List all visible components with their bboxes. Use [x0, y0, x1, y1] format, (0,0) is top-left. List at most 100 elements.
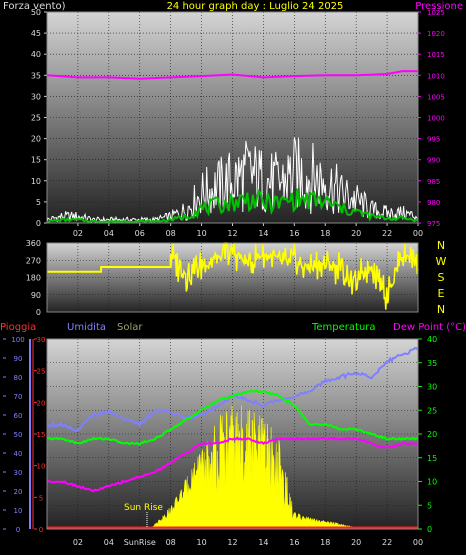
- temperature-tick-label: 25: [427, 406, 437, 415]
- direction-tick-label: 360: [26, 239, 41, 248]
- label-pioggia: Pioggia: [0, 322, 36, 333]
- temperature-line: [46, 389, 419, 446]
- x-tick-label: 00: [413, 229, 423, 238]
- temperature-tick-label: 15: [427, 454, 437, 463]
- rain-tick-label: 25: [37, 368, 46, 376]
- title-wind: Forza vento): [3, 1, 66, 12]
- temperature-tick-label: 20: [427, 430, 437, 439]
- x-tick-label: 12: [227, 538, 237, 547]
- rain-tick-label: 0: [39, 526, 43, 534]
- x-tick-label: 12: [227, 229, 237, 238]
- x-tick-label: 16: [289, 538, 299, 547]
- compass-w: W: [436, 255, 447, 268]
- x-tick-label: 22: [382, 538, 392, 547]
- y-left-tick-label: 10: [31, 177, 41, 186]
- sunrise-label: Sun Rise: [124, 503, 163, 513]
- temperature-tick-label: 10: [427, 478, 437, 487]
- rain-tick-label: 10: [37, 463, 46, 471]
- compass-n-top: N: [437, 239, 445, 252]
- rain-tick-label: 30: [37, 336, 46, 344]
- x-tick-label: 16: [289, 229, 299, 238]
- compass-s: S: [438, 271, 445, 284]
- y-right-tick-label: 1020: [427, 30, 445, 38]
- y-right-tick-label: 1010: [427, 72, 445, 80]
- humidity-tick-label: 20: [14, 488, 23, 496]
- y-left-tick-label: 50: [31, 8, 41, 17]
- y-left-tick-label: 35: [31, 71, 41, 80]
- plot-frame: [46, 338, 419, 530]
- temperature-tick-label: 30: [427, 383, 437, 392]
- y-right-tick-label: 975: [427, 220, 440, 228]
- label-solar: Solar: [117, 322, 143, 333]
- x-tick-label: 22: [382, 229, 392, 238]
- temperature-tick-label: 35: [427, 359, 437, 368]
- humidity-tick-label: 60: [14, 412, 23, 420]
- title-date: 24 hour graph day : Luglio 24 2025: [167, 1, 344, 12]
- y-right-tick-label: 1005: [427, 93, 445, 101]
- x-tick-label: 08: [166, 229, 176, 238]
- direction-tick-label: 270: [26, 256, 41, 265]
- wind-average-line: [46, 188, 419, 224]
- x-tick-label: 20: [351, 538, 361, 547]
- temperature-tick-label: 0: [427, 525, 432, 534]
- y-right-tick-label: 1025: [427, 9, 445, 17]
- x-tick-label: 20: [351, 229, 361, 238]
- y-right-tick-label: 1015: [427, 51, 445, 59]
- y-left-tick-label: 5: [36, 198, 41, 207]
- y-right-tick-label: 1000: [427, 115, 445, 123]
- compass-e: E: [438, 287, 445, 300]
- x-tick-label: 04: [104, 538, 114, 547]
- x-tick-label: 06: [135, 229, 145, 238]
- y-left-tick-label: 20: [31, 135, 41, 144]
- label-umidita: Umidita: [67, 322, 106, 333]
- rain-tick-label: 15: [37, 431, 46, 439]
- x-tick-label: 02: [73, 538, 83, 547]
- dewpoint-line: [46, 436, 419, 493]
- temperature-tick-label: 5: [427, 501, 432, 510]
- humidity-tick-label: 70: [14, 393, 23, 401]
- plot-frame: [46, 11, 419, 224]
- plot-frame: [46, 242, 419, 313]
- humidity-tick-label: 100: [11, 336, 24, 344]
- humidity-tick-label: 90: [14, 355, 23, 363]
- humidity-tick-label: 40: [14, 450, 23, 458]
- humidity-tick-label: 50: [14, 431, 23, 439]
- x-tick-label: 14: [258, 538, 268, 547]
- pressure-line: [46, 70, 418, 80]
- label-temperatura: Temperatura: [311, 322, 376, 333]
- x-tick-label: 18: [320, 538, 330, 547]
- title-pressure: Pressione: [415, 1, 463, 12]
- rain-tick-label: 20: [37, 399, 46, 407]
- humidity-line: [46, 346, 419, 432]
- direction-tick-label: 0: [36, 308, 41, 317]
- y-left-tick-label: 25: [31, 114, 41, 123]
- compass-n-bottom: N: [437, 303, 445, 316]
- y-right-tick-label: 985: [427, 178, 440, 186]
- y-right-tick-label: 995: [427, 136, 440, 144]
- humidity-tick-label: 80: [14, 374, 23, 382]
- x-tick-label: 18: [320, 229, 330, 238]
- x-tick-label: 02: [73, 229, 83, 238]
- direction-tick-label: 90: [31, 291, 41, 300]
- y-left-tick-label: 0: [36, 219, 41, 228]
- x-tick-label: 08: [166, 538, 176, 547]
- humidity-tick-label: 10: [14, 507, 23, 515]
- x-tick-label: SunRise: [124, 538, 156, 547]
- y-left-tick-label: 30: [31, 92, 41, 101]
- humidity-tick-label: 0: [16, 526, 20, 534]
- direction-tick-label: 180: [26, 274, 41, 283]
- rain-tick-label: 5: [39, 494, 43, 502]
- y-right-tick-label: 980: [427, 199, 440, 207]
- y-left-tick-label: 40: [31, 50, 41, 59]
- x-tick-label: 10: [196, 229, 206, 238]
- x-tick-label: 04: [104, 229, 114, 238]
- y-right-tick-label: 990: [427, 157, 440, 165]
- temperature-tick-label: 40: [427, 335, 437, 344]
- label-dewpoint: Dew Point (°C): [393, 322, 466, 333]
- y-left-tick-label: 15: [31, 156, 41, 165]
- humidity-tick-label: 30: [14, 469, 23, 477]
- x-tick-label: 14: [258, 229, 268, 238]
- x-tick-label: 00: [413, 538, 423, 547]
- y-left-tick-label: 45: [31, 29, 41, 38]
